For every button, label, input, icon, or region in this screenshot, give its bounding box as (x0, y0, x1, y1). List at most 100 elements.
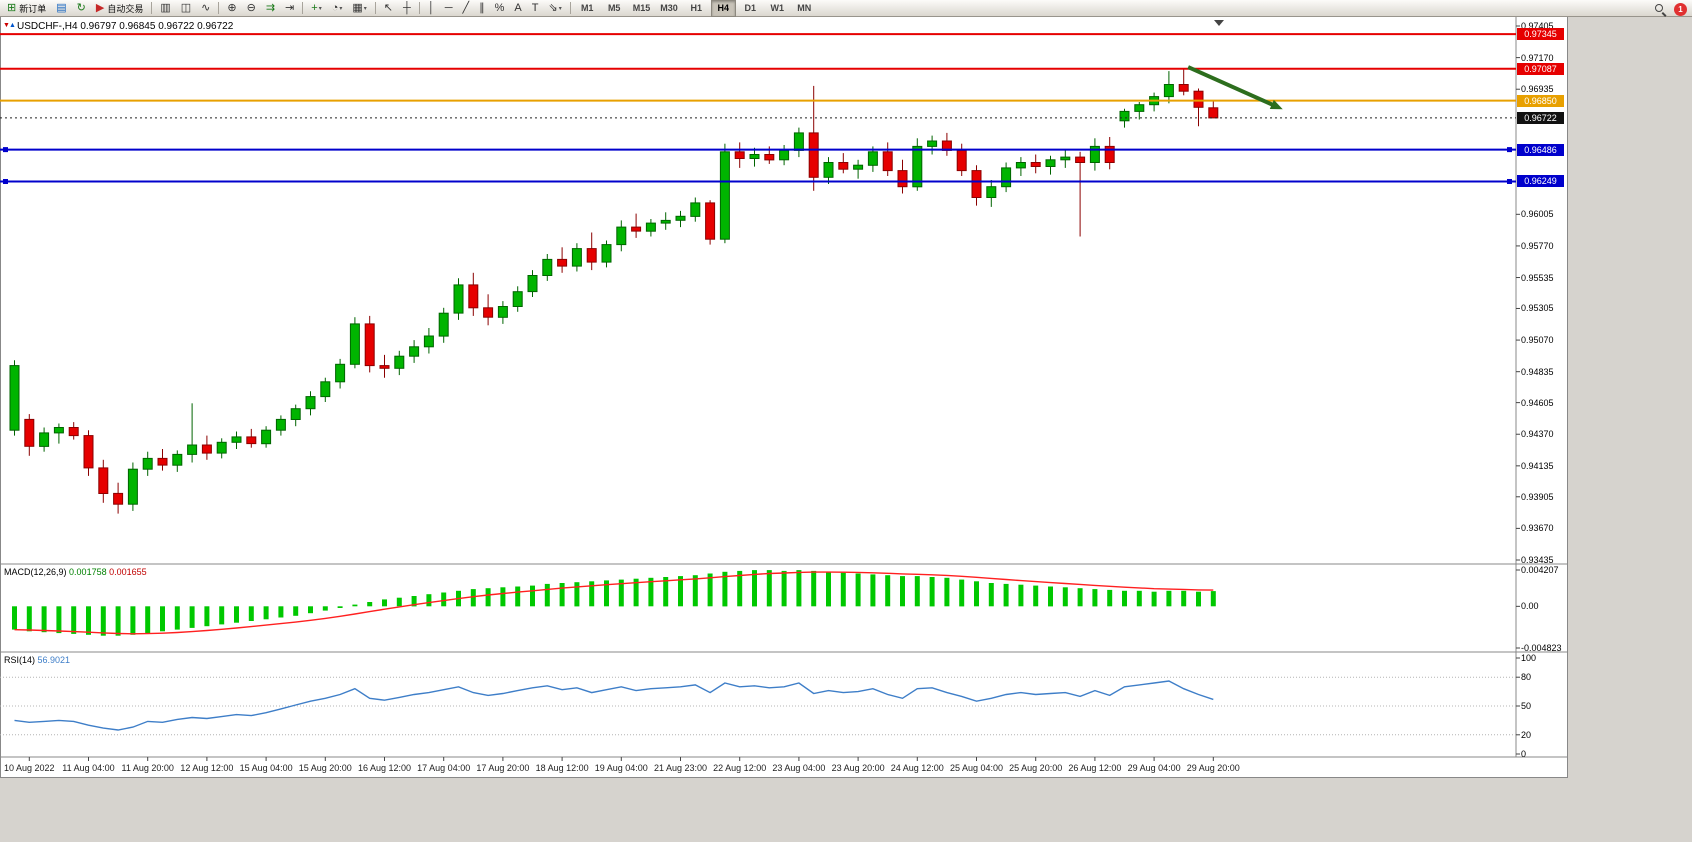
auto-scroll-button[interactable]: ⇉ (262, 0, 279, 17)
timeframe-m1[interactable]: M1 (580, 3, 594, 13)
toolbar-separator (374, 2, 376, 14)
timeframe-mn[interactable]: MN (797, 3, 812, 13)
profiles-button[interactable]: ▤ (52, 0, 70, 17)
candle (808, 132, 819, 178)
macd-bar (426, 594, 432, 607)
candle (1001, 167, 1012, 188)
notification-badge[interactable]: 1 (1674, 2, 1687, 16)
arrow-object[interactable] (1187, 65, 1277, 108)
price-axis-label: 0.94370 (1521, 429, 1554, 440)
candle (1193, 90, 1204, 108)
crosshair-button[interactable]: ┼ (399, 0, 415, 17)
candle (261, 429, 272, 445)
candle (927, 140, 938, 147)
candle (986, 186, 997, 198)
candle (127, 468, 138, 505)
macd-label: MACD(12,26,9) 0.001758 0.001655 (4, 567, 147, 577)
candle (320, 381, 331, 398)
arrows-button[interactable]: ⇘ ▾ (544, 0, 565, 17)
time-axis-label: 11 Aug 04:00 (62, 763, 115, 773)
timeframe-h4[interactable]: H4 (710, 0, 736, 17)
templates-button[interactable]: ▦ ▾ (348, 0, 370, 17)
periods-button[interactable]: ◔ ▾ (328, 0, 347, 17)
time-axis-label: 23 Aug 20:00 (831, 763, 885, 773)
chevron-down-icon: ▾ (558, 5, 562, 12)
macd-bar (885, 575, 891, 607)
macd-bar (41, 606, 47, 633)
line-handle[interactable] (1507, 147, 1512, 153)
macd-bar (544, 583, 550, 607)
macd-bar (189, 606, 195, 628)
time-axis-label: 15 Aug 20:00 (298, 763, 352, 773)
line-handle[interactable] (3, 178, 8, 184)
refresh-button[interactable]: ↻ (73, 0, 90, 17)
macd-bar (234, 606, 239, 623)
rsi-axis-label: 80 (1521, 672, 1532, 683)
macd-main-value: 0.001758 (69, 567, 107, 577)
one-click-trading-toggle[interactable]: ▼▲ (3, 22, 16, 29)
horizontal-line-button[interactable]: ─ (441, 0, 457, 17)
macd-bar (308, 606, 313, 614)
time-axis-label: 11 Aug 20:00 (121, 763, 174, 773)
price-axis-label: 0.93670 (1521, 523, 1554, 534)
timeframe-m15[interactable]: M15 (632, 3, 651, 13)
timeframe-d1[interactable]: D1 (744, 3, 756, 13)
macd-bar (470, 589, 476, 607)
candle (705, 202, 716, 240)
candle (601, 244, 612, 263)
trendline-button[interactable]: ╱ (458, 0, 473, 17)
candle (616, 226, 627, 246)
price-axis-label: 0.95070 (1521, 335, 1554, 346)
chart-shift-marker[interactable] (1214, 20, 1224, 26)
price-axis-label: 0.95305 (1521, 303, 1554, 314)
candle (690, 202, 701, 217)
vertical-line-button[interactable]: │ (424, 0, 439, 17)
macd-bar (988, 583, 994, 607)
macd-bar (293, 606, 299, 616)
candle (216, 441, 227, 454)
zoom-out-button[interactable]: ⊖ (243, 0, 260, 17)
candlestick-chart-button[interactable]: ◫ (177, 0, 195, 17)
bar-chart-button[interactable]: ▥ (156, 0, 174, 17)
time-axis-label: 19 Aug 04:00 (594, 763, 648, 773)
candle (660, 219, 671, 224)
timeframe-h1[interactable]: H1 (690, 3, 702, 13)
auto-trading-button[interactable]: ▶ 自动交易 (92, 0, 147, 17)
zoom-in-button[interactable]: ⊕ (223, 0, 240, 17)
price-axis-label: 0.93435 (1521, 555, 1554, 565)
cursor-button[interactable]: ↖ (380, 0, 397, 17)
macd-bar (781, 570, 787, 607)
fibonacci-button[interactable]: % (491, 0, 509, 17)
macd-bar (1196, 591, 1201, 607)
channel-button[interactable]: ∥ (475, 0, 489, 17)
macd-signal-line (14, 571, 1214, 635)
price-axis-label: 0.96005 (1521, 209, 1554, 220)
macd-bar (618, 579, 624, 607)
line-handle[interactable] (1507, 178, 1512, 184)
candle (1104, 145, 1115, 163)
macd-bar (145, 606, 151, 634)
macd-bar (678, 576, 683, 607)
toolbar-separator (302, 2, 304, 14)
trendline-icon: ╱ (462, 1, 470, 14)
macd-bar (944, 577, 950, 607)
macd-bar (752, 570, 757, 607)
timeframe-m30[interactable]: M30 (660, 3, 678, 13)
rsi-axis-label: 100 (1521, 653, 1537, 663)
line-handle[interactable] (3, 147, 8, 153)
text-label-button[interactable]: T (528, 0, 543, 17)
timeframe-m5[interactable]: M5 (607, 3, 621, 13)
line-chart-button[interactable]: ∿ (197, 0, 214, 17)
candle (39, 432, 50, 447)
new-order-button[interactable]: ⊞ 新订单 (3, 0, 50, 17)
time-axis-label: 17 Aug 20:00 (476, 763, 530, 773)
text-button[interactable]: A (510, 0, 525, 17)
candle (290, 408, 301, 421)
search-icon[interactable] (1654, 3, 1667, 16)
bar-chart-icon: ▥ (160, 1, 171, 14)
timeframe-w1[interactable]: W1 (770, 3, 784, 13)
chart-shift-button[interactable]: ⇥ (281, 0, 298, 17)
add-indicator-button[interactable]: + ▾ (307, 0, 325, 17)
candle (1163, 84, 1174, 98)
